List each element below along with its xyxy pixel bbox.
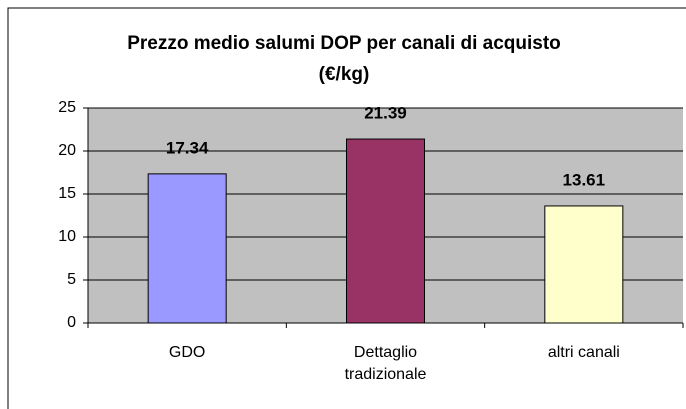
x-tick-label: Dettaglio tradizionale — [344, 344, 427, 383]
y-tick-label: 20 — [58, 142, 76, 159]
bar — [346, 138, 425, 324]
bar — [147, 173, 227, 324]
chart-title: Prezzo medio salumi DOP per canali di ac… — [127, 33, 561, 85]
y-tick-label: 25 — [58, 99, 76, 116]
y-tick-label: 15 — [58, 185, 76, 202]
value-label: 21.39 — [364, 104, 407, 123]
x-tick-label: GDO — [168, 344, 206, 361]
x-tick-label: altri canali — [547, 344, 620, 361]
value-label: 17.34 — [166, 138, 209, 157]
y-tick-label: 0 — [67, 314, 76, 331]
y-tick-label: 5 — [67, 271, 76, 288]
value-label: 13.61 — [563, 170, 606, 189]
bar — [544, 205, 624, 324]
y-tick-label: 10 — [58, 228, 76, 245]
